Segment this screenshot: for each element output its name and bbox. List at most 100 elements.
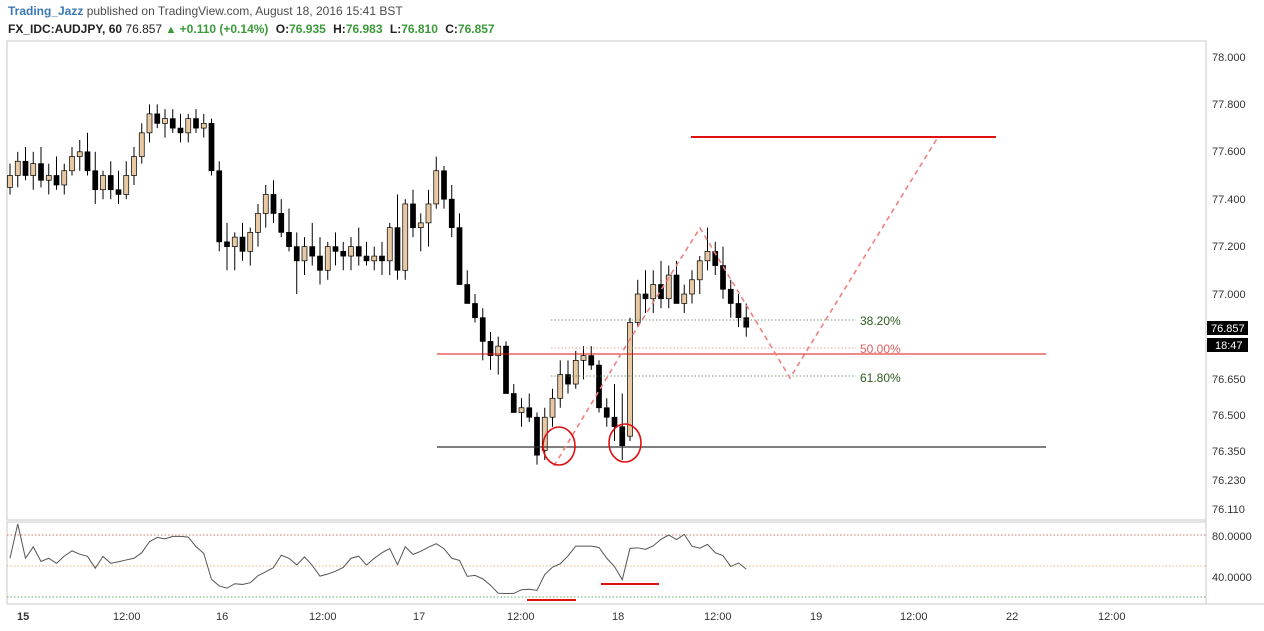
candle-body: [611, 416, 618, 428]
candle-body: [154, 113, 161, 124]
candle-body: [332, 246, 339, 252]
time-axis[interactable]: 15 12:00 16 12:00 17 12:00 18 12:00 19 1…: [17, 611, 1126, 623]
candle-body: [557, 374, 564, 399]
candle-body: [394, 227, 401, 271]
candle-body: [565, 374, 571, 385]
time-tick: 16: [216, 611, 228, 623]
price-tick: 77.400: [1212, 194, 1246, 206]
candle-body: [239, 236, 246, 252]
candle-body: [100, 175, 106, 191]
candle-body: [123, 175, 130, 195]
time-tick: 12:00: [1098, 611, 1126, 623]
candle-body: [177, 127, 184, 134]
candle-body: [386, 227, 393, 262]
candle-body: [216, 170, 223, 243]
candle-body: [38, 163, 44, 181]
candle-body: [162, 118, 168, 124]
candle-body: [441, 170, 447, 200]
candle-body: [185, 118, 192, 134]
candle-body: [76, 151, 83, 157]
candle-body: [696, 260, 703, 281]
fib-382-label: 38.20%: [860, 314, 901, 328]
candle-body: [340, 250, 347, 257]
price-tick: 76.500: [1212, 410, 1246, 422]
candle-body: [278, 213, 285, 233]
candle-body: [588, 355, 595, 366]
low-value: 76.810: [401, 22, 438, 36]
candle-body: [53, 175, 60, 186]
candle-body: [580, 355, 587, 361]
fib-500-label: 50.00%: [860, 342, 901, 356]
candle-body: [665, 274, 672, 300]
candle-body: [433, 170, 440, 205]
open-value: 76.935: [289, 22, 326, 36]
candle-body: [619, 426, 626, 447]
candle-body: [131, 156, 137, 176]
chart-header: Trading_Jazz published on TradingView.co…: [0, 0, 1264, 40]
price-tick: 77.800: [1212, 99, 1246, 111]
candle-body: [224, 241, 230, 247]
publish-line: Trading_Jazz published on TradingView.co…: [8, 4, 403, 18]
ohlc-line: FX_IDC:AUDJPY, 60 76.857 ▲ +0.110 (+0.14…: [8, 22, 495, 36]
close-label: C:: [445, 22, 458, 36]
candles-group: [7, 104, 750, 465]
time-tick: 19: [810, 611, 822, 623]
time-tick: 18: [612, 611, 624, 623]
bottom-circle-1[interactable]: [542, 426, 576, 466]
current-price-badge: [1207, 321, 1248, 335]
candle-body: [417, 222, 424, 228]
price-tick: 77.000: [1212, 289, 1246, 301]
candle-body: [526, 407, 533, 418]
rsi-line: [9, 523, 747, 595]
current-price-label: 76.857: [1211, 323, 1245, 335]
candle-body: [324, 246, 331, 271]
candle-body: [704, 250, 711, 262]
candle-body: [270, 194, 277, 214]
candle-body: [518, 407, 525, 413]
candle-body: [681, 293, 688, 304]
time-tick: 12:00: [113, 611, 141, 623]
candle-body: [658, 284, 664, 300]
candle-body: [7, 175, 13, 188]
candle-body: [193, 118, 199, 129]
bottom-circle-2[interactable]: [608, 423, 642, 463]
high-label: H:: [333, 22, 346, 36]
candle-body: [363, 255, 370, 262]
candle-body: [503, 345, 509, 394]
rsi-tick: 80.0000: [1212, 531, 1252, 543]
candle-body: [673, 274, 680, 304]
candle-body: [689, 279, 695, 295]
candle-body: [549, 397, 556, 418]
candle-body: [293, 246, 300, 262]
symbol-label[interactable]: FX_IDC:AUDJPY, 60: [8, 22, 123, 36]
candle-body: [30, 163, 37, 176]
candle-body: [379, 255, 385, 262]
published-text: published on TradingView.com, August 18,…: [86, 4, 403, 18]
candle-body: [720, 265, 726, 290]
candle-body: [355, 246, 362, 257]
candle-body: [348, 246, 354, 257]
candle-body: [200, 123, 207, 129]
up-arrow-icon: ▲: [165, 24, 177, 36]
candle-body: [464, 284, 471, 304]
author-link[interactable]: Trading_Jazz: [8, 4, 84, 18]
time-tick: 12:00: [309, 611, 337, 623]
candle-body: [14, 160, 21, 176]
candle-body: [634, 293, 641, 323]
price-axis[interactable]: 78.000 77.800 77.600 77.400 77.200 77.00…: [1212, 52, 1246, 516]
candle-body: [727, 288, 734, 304]
price-tick: 76.110: [1212, 504, 1245, 516]
candle-body: [92, 170, 99, 191]
candle-body: [309, 246, 316, 257]
projection-path[interactable]: [553, 136, 939, 467]
candle-body: [208, 123, 215, 172]
candle-body: [107, 175, 114, 191]
open-label: O:: [275, 22, 290, 36]
candle-body: [371, 255, 378, 262]
high-value: 76.983: [345, 22, 383, 36]
candle-body: [627, 322, 633, 437]
candle-body: [22, 160, 29, 176]
candle-body: [169, 118, 176, 129]
candle-body: [712, 250, 719, 266]
